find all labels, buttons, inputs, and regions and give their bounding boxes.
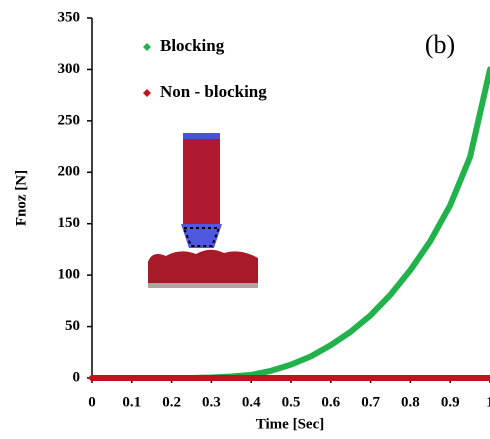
nozzle bbox=[181, 224, 222, 248]
y-axis-title: Fnoz [N] bbox=[13, 170, 29, 226]
x-tick-label: 0.9 bbox=[441, 394, 460, 410]
legend-marker bbox=[143, 43, 151, 51]
y-tick-label: 250 bbox=[58, 112, 81, 128]
legend-marker bbox=[143, 89, 151, 97]
x-tick-label: 1 bbox=[486, 394, 490, 410]
x-tick-label: 0 bbox=[88, 394, 96, 410]
y-tick-label: 200 bbox=[58, 164, 81, 180]
y-tick-label: 0 bbox=[73, 369, 81, 385]
y-tick-label: 50 bbox=[65, 318, 80, 334]
x-tick-label: 0.7 bbox=[361, 394, 380, 410]
deposit bbox=[148, 249, 258, 283]
x-tick-label: 0.4 bbox=[242, 394, 261, 410]
x-tick-label: 0.1 bbox=[122, 394, 141, 410]
legend-label: Non - blocking bbox=[160, 82, 267, 101]
x-tick-label: 0.8 bbox=[401, 394, 420, 410]
legend-label: Blocking bbox=[160, 36, 225, 55]
y-tick-label: 100 bbox=[58, 267, 81, 283]
x-tick-label: 0.6 bbox=[321, 394, 340, 410]
y-tick-label: 150 bbox=[58, 215, 81, 231]
plot-area: 0 50 100 150 200 250 300 350 0 0.1 0.2 0.3 0.4 0.5 0.6… bbox=[58, 9, 490, 410]
y-tick-label: 350 bbox=[58, 9, 81, 25]
ground bbox=[148, 282, 258, 288]
panel-label: (b) bbox=[425, 30, 455, 59]
x-tick-label: 0.3 bbox=[202, 394, 221, 410]
column bbox=[183, 137, 220, 225]
y-tick-label: 300 bbox=[58, 61, 81, 77]
x-axis-title: Time [Sec] bbox=[256, 416, 324, 432]
column-cap bbox=[183, 133, 220, 139]
x-tick-label: 0.5 bbox=[282, 394, 301, 410]
inset-illustration bbox=[148, 133, 258, 288]
x-tick-label: 0.2 bbox=[162, 394, 181, 410]
nozzle-arrows bbox=[182, 227, 221, 247]
